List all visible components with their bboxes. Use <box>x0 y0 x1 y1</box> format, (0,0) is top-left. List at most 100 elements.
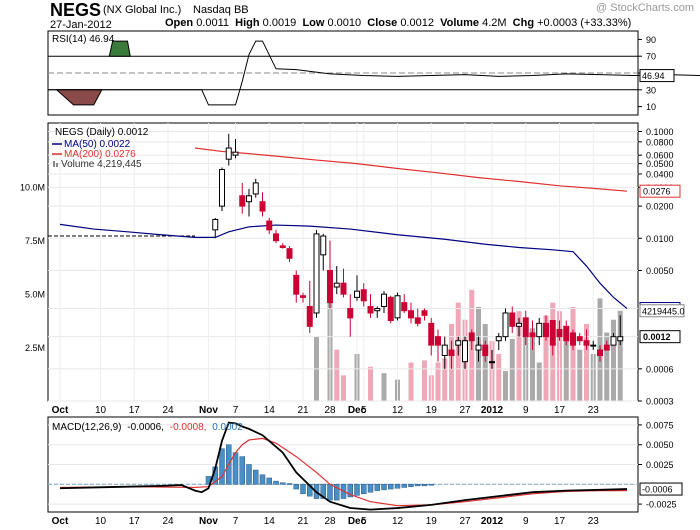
macd-histogram-bar <box>307 484 313 497</box>
rsi-legend: RSI(14) 46.94 <box>52 34 115 45</box>
candle-body <box>583 340 590 346</box>
macd-histogram-bar <box>259 474 266 485</box>
macd-tick-label: -0.0025 <box>646 500 677 510</box>
price-tick-label: 0.0500 <box>646 159 674 169</box>
chg-label: Chg <box>512 17 535 29</box>
ma200-legend: MA(200) 0.0276 <box>64 149 136 160</box>
candle-body <box>212 218 219 231</box>
candle-body <box>529 332 536 338</box>
x-axis-label: 7 <box>233 516 239 527</box>
candle-body <box>448 349 455 356</box>
x-axis-label: Nov <box>199 405 218 416</box>
candle-body <box>549 320 556 346</box>
candle-body <box>246 195 252 203</box>
candle-body <box>536 322 543 338</box>
volume-bar <box>617 310 623 401</box>
watermark: @ StockCharts.com <box>596 2 694 14</box>
macd-tick-label: 0.0050 <box>646 440 674 450</box>
candle-body <box>482 344 489 356</box>
rsi-line <box>195 40 700 106</box>
x-axis-label: Nov <box>199 516 218 527</box>
price-tick-label: 0.0050 <box>646 266 674 276</box>
volume-tick-label: 10.0M <box>20 183 45 193</box>
candle-body <box>475 344 482 351</box>
x-axis-label: 14 <box>264 516 276 527</box>
macd-tick-label: 0.0075 <box>646 420 674 430</box>
macd-histogram-bar <box>367 484 374 493</box>
candle-body <box>367 305 374 314</box>
macd-last-value-box <box>639 482 683 496</box>
open-label: Open <box>165 17 194 29</box>
macd-histogram-bar <box>232 452 239 485</box>
volume-label: Volume <box>440 17 480 29</box>
high-value: 0.0019 <box>262 17 297 29</box>
quote-date: 27-Jan-2012 <box>50 19 112 31</box>
macd-histogram-bar <box>408 484 414 487</box>
volume-bar <box>334 349 340 401</box>
price-tick-label: 0.0006 <box>646 364 674 374</box>
candle-body <box>340 282 347 295</box>
ma50-legend: MA(50) 0.0022 <box>64 139 131 150</box>
ma-last-value-box <box>639 184 681 198</box>
x-axis-label: 5 <box>361 405 367 416</box>
macd-signal-line <box>59 437 627 507</box>
candle-body <box>347 308 354 319</box>
rsi-last-value-box <box>639 69 675 83</box>
candle-body <box>293 274 300 295</box>
x-axis-label: Dec <box>348 405 367 416</box>
macd-histogram-bar <box>394 484 401 489</box>
x-axis-label: 24 <box>162 405 174 416</box>
volume-legend: Volume 4,219,445 <box>61 159 142 170</box>
volume-tick-label: 5.0M <box>25 290 45 300</box>
candle-body <box>401 302 408 312</box>
price-tick-label: 0.0800 <box>646 137 674 147</box>
volume-bar <box>536 362 542 401</box>
rsi-tick-label: 70 <box>646 52 656 62</box>
candle-body <box>441 344 448 356</box>
candle-body <box>239 195 246 207</box>
price-tick-label: 0.0003 <box>646 397 674 407</box>
candle-body <box>266 220 273 231</box>
candle-body <box>468 332 475 342</box>
candle-body <box>495 336 502 342</box>
x-axis-label: 17 <box>554 516 566 527</box>
candle-body <box>522 317 529 338</box>
x-axis-label: 12 <box>392 405 404 416</box>
rsi-overbought-fill <box>108 40 131 57</box>
x-axis-label: 14 <box>264 405 276 416</box>
rsi-panel-frame <box>47 30 639 116</box>
macd-histogram-bar <box>374 484 380 491</box>
macd-legend-hist: 0.0002 <box>212 422 243 433</box>
candle-body <box>421 310 428 316</box>
candle-body <box>590 344 597 347</box>
volume-last-value: 4219445.0 <box>642 306 685 316</box>
price-tick-label: 0.0400 <box>646 169 674 179</box>
macd-legend-name: MACD(12,26,9) <box>52 422 121 433</box>
symbol: NEGS <box>50 0 102 20</box>
price-tick-label: 0.0200 <box>646 202 674 212</box>
x-axis-label: 17 <box>129 405 141 416</box>
macd-histogram-bar <box>253 469 259 485</box>
x-axis-label: 5 <box>361 516 367 527</box>
x-axis-label: 17 <box>129 516 141 527</box>
macd-histogram-bar <box>421 484 428 487</box>
macd-histogram-bar <box>388 484 394 490</box>
candle-body <box>313 233 320 314</box>
open-value: 0.0011 <box>196 17 230 29</box>
volume-bar <box>570 306 576 401</box>
volume-bar <box>341 375 346 401</box>
macd-histogram-bar <box>293 484 299 490</box>
candle-body <box>360 289 367 302</box>
candle-body <box>502 312 509 338</box>
candle-body <box>286 248 293 259</box>
volume-tick-label: 7.5M <box>25 236 45 246</box>
candle-body <box>225 147 232 160</box>
macd-histogram-bar <box>428 484 434 486</box>
x-axis-label: 28 <box>324 516 336 527</box>
volume-bar <box>422 360 427 401</box>
x-axis-label: 9 <box>523 516 529 527</box>
volume-bar <box>381 373 387 401</box>
candle-body <box>516 322 522 327</box>
candle-body <box>333 282 340 288</box>
chg-value: +0.0003 (+33.33%) <box>537 17 632 29</box>
